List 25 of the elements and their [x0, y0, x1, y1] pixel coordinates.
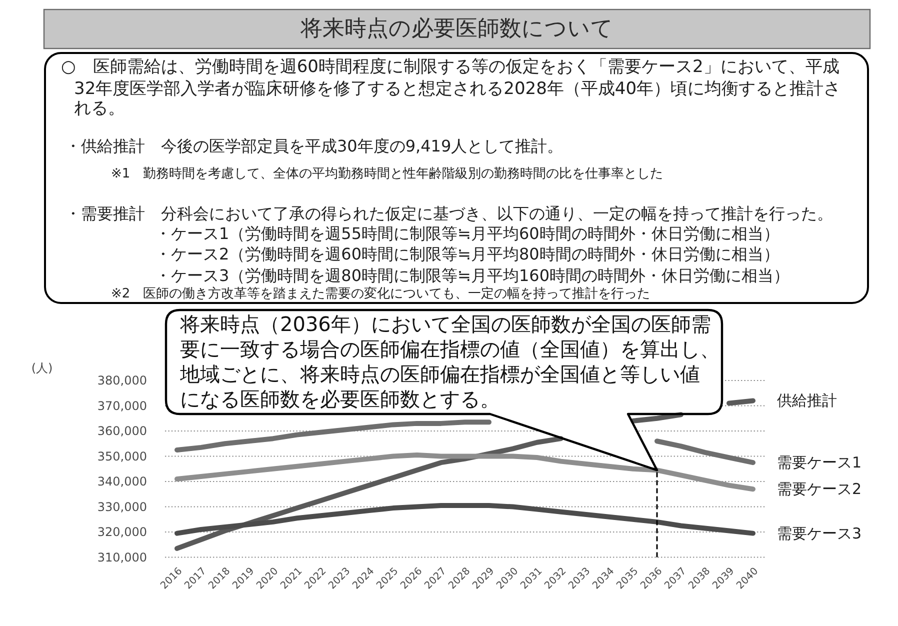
y-tick-label: 380,000: [97, 374, 147, 388]
series-label: 需要ケース3: [777, 524, 862, 542]
text: ・供給推計 今後の医学部定員を平成30年度の9,419人として推計。: [65, 136, 564, 156]
text: ※1 勤務時間を考慮して、全体の平均勤務時間と性年齢階級別の勤務時間の比を仕事率とした: [111, 166, 664, 182]
series-label: 供給推計: [777, 392, 837, 410]
annotation: 将来時点（2036年）において全国の医師数が全国の医師需要に一致する場合の医師偏在指標の値（全国値）を算出し、地域ごとに、将来時点の医師偏在指標が全国値と等しい値になる医師数を必要医師数とする。: [179, 312, 720, 411]
series-label: 需要ケース2: [777, 480, 862, 498]
y-axis-title: (人): [31, 361, 53, 375]
text: ※2 医師の働き方改革等を踏まえた需要の変化についても、一定の幅を持って推計を行った: [111, 286, 650, 302]
chart-title: 将来時点の必要医師数について: [300, 16, 614, 42]
y-tick-label: 320,000: [97, 525, 147, 540]
y-tick-label: 330,000: [97, 500, 147, 514]
text: ・ケース2（労働時間を週60時間に制限等≒月平均80時間の時間外・休日労働に相当）: [155, 244, 780, 264]
y-tick-label: 340,000: [97, 474, 147, 489]
y-tick-label: 310,000: [97, 550, 147, 564]
text: れる。: [74, 98, 125, 118]
y-tick-label: 350,000: [97, 449, 147, 464]
y-tick-label: 370,000: [97, 398, 147, 413]
text: ・ケース1（労働時間を週55時間に制限等≒月平均60時間の時間外・休日労働に相当）: [155, 224, 780, 244]
series-label: 需要ケース1: [777, 454, 862, 472]
text: ・ケース3（労働時間を週80時間に制限等≒月平均160時間の時間外・休日労働に相当）: [155, 266, 790, 285]
text: 32年度医学部入学者が臨床研修を修了すると想定される2028年（平成40年）頃に均衡すると推計さ: [74, 79, 841, 99]
text: ○ 医師需給は、労働時間を週60時間程度に制限する等の仮定をおく「需要ケース2」において、平成: [61, 57, 840, 77]
text: ・需要推計 分科会において了承の得られた仮定に基づき、以下の通り、一定の幅を持って推計を行った。: [65, 204, 833, 223]
y-tick-label: 360,000: [97, 424, 147, 438]
